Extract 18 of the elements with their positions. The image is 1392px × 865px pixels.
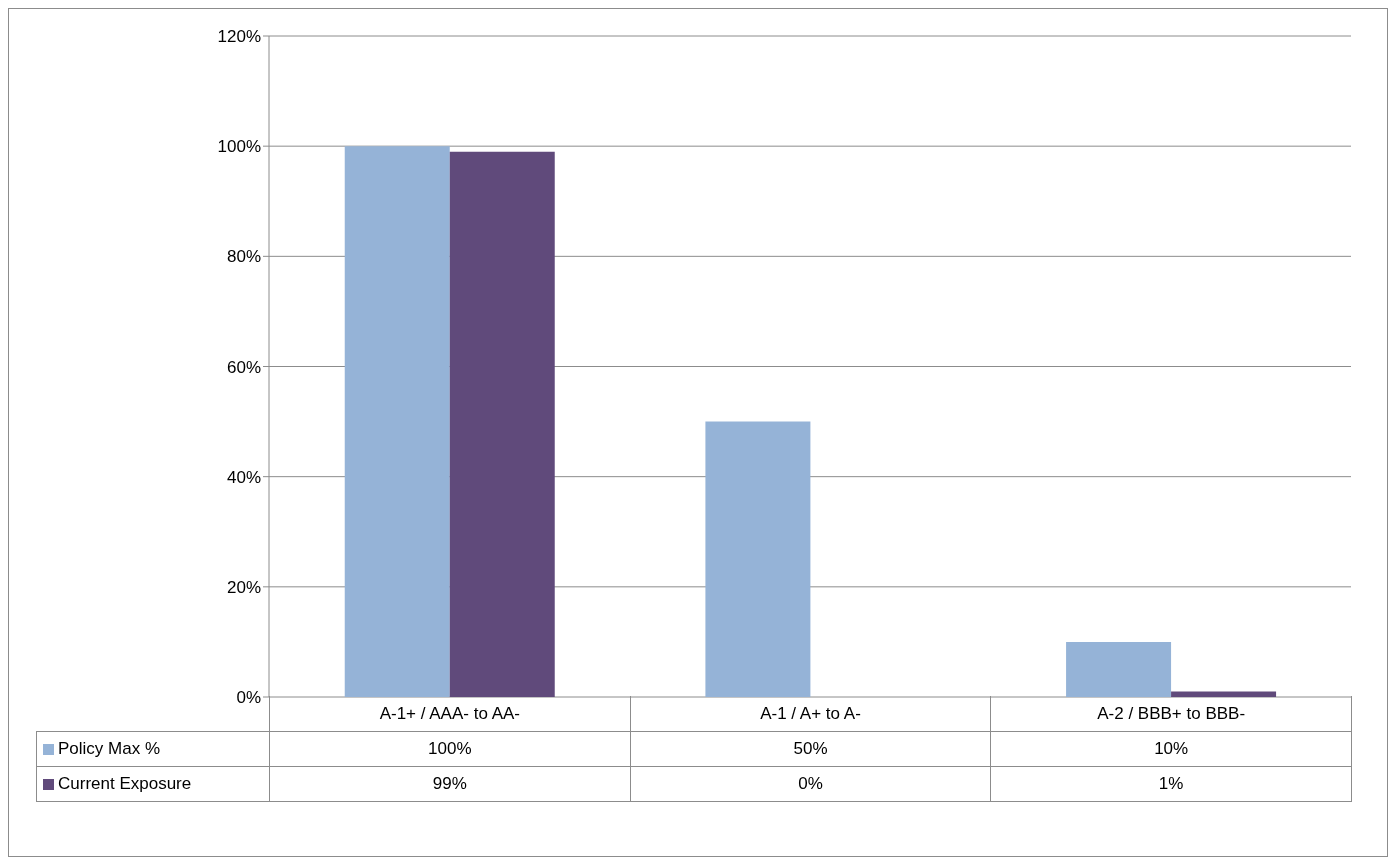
y-tick-label: 40%: [226, 467, 261, 487]
data-label: 50%: [629, 731, 992, 767]
y-tick-label: 120%: [217, 27, 261, 47]
y-tick-label: 60%: [226, 357, 261, 377]
legend-label: Policy Max %: [58, 739, 161, 759]
legend-label: Current Exposure: [58, 774, 192, 794]
y-tick-label: 20%: [226, 577, 261, 597]
data-label: 0%: [629, 766, 992, 802]
x-tick-label: A-2 / BBB+ to BBB-: [990, 696, 1352, 732]
y-tick-label: 0%: [236, 688, 261, 708]
data-label: 99%: [269, 766, 631, 802]
data-label: 100%: [269, 731, 631, 767]
y-tick-label: 80%: [226, 247, 261, 267]
y-tick-label: 100%: [217, 137, 261, 157]
x-tick-label: A-1+ / AAA- to AA-: [269, 696, 631, 732]
data-label: 1%: [990, 766, 1352, 802]
data-label: 10%: [990, 731, 1352, 767]
x-tick-label: A-1 / A+ to A-: [629, 696, 992, 732]
